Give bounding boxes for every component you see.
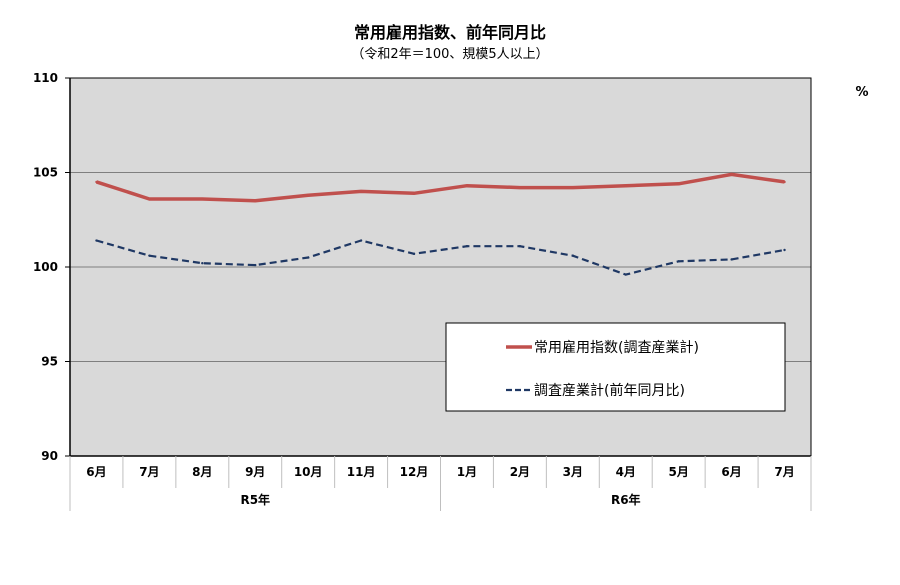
x-group-label: R6年	[611, 492, 641, 507]
data-point	[730, 258, 733, 261]
data-point	[571, 254, 575, 257]
data-point	[95, 239, 98, 242]
data-point	[624, 273, 627, 276]
data-point	[677, 260, 680, 263]
data-point	[465, 184, 469, 187]
x-tick-label: 11月	[347, 465, 376, 479]
x-tick-label: 7月	[774, 465, 794, 479]
x-tick-label: 3月	[563, 465, 583, 479]
y-tick-label: 100	[33, 260, 58, 274]
data-point	[201, 197, 204, 201]
x-tick-label: 7月	[139, 465, 159, 479]
x-tick-label: 1月	[457, 465, 477, 479]
data-point	[95, 180, 98, 184]
data-point	[783, 180, 786, 184]
x-tick-label: 6月	[721, 465, 741, 479]
data-point	[465, 245, 469, 248]
data-point	[412, 192, 416, 195]
legend-label: 調査産業計(前年同月比)	[534, 382, 685, 399]
data-point	[201, 262, 204, 265]
data-point	[148, 197, 151, 201]
data-point	[148, 254, 151, 257]
x-tick-label: 9月	[245, 465, 265, 479]
x-tick-label: 12月	[400, 465, 429, 479]
x-axis: 6月 7月 8月 9月 10月 11月 12月 1月 2月 3月 4月 5月 6月 7月 R5年 R6年	[69, 455, 812, 511]
series-line-1	[95, 172, 785, 203]
x-tick-label: 10月	[294, 465, 323, 479]
y-tick-label: 90	[41, 449, 58, 463]
data-point	[359, 190, 363, 193]
series-lines	[95, 172, 786, 276]
x-tick-label: 5月	[668, 465, 688, 479]
unit-label: %	[855, 85, 868, 100]
data-point	[359, 239, 363, 242]
data-point	[783, 248, 786, 252]
series-line-2	[96, 239, 785, 276]
x-group-label: R5年	[240, 492, 270, 507]
x-tick-label: 4月	[616, 465, 636, 479]
y-tick-label: 105	[33, 166, 58, 180]
y-tick-label: 110	[33, 71, 58, 85]
data-point	[730, 173, 733, 176]
y-tick-label: 95	[41, 355, 58, 369]
data-point	[254, 263, 257, 267]
data-point	[571, 186, 575, 189]
data-point	[412, 252, 416, 255]
data-point	[254, 199, 257, 203]
data-point	[624, 184, 627, 187]
data-point	[518, 186, 522, 189]
y-axis: 90 95 100 105 110	[33, 71, 71, 463]
x-tick-label: 8月	[192, 465, 212, 479]
legend-box	[445, 322, 786, 412]
data-point	[306, 256, 310, 259]
legend: 常用雇用指数(調査産業計) 調査産業計(前年同月比)	[445, 322, 786, 412]
x-tick-label: 2月	[510, 465, 530, 479]
x-tick-label: 6月	[86, 465, 106, 479]
data-point	[518, 245, 522, 248]
chart-title: 常用雇用指数、前年同月比	[354, 23, 546, 42]
data-point	[306, 193, 310, 197]
chart-subtitle: （令和2年＝100、規模5人以上）	[351, 47, 548, 62]
data-point	[677, 182, 680, 186]
legend-label: 常用雇用指数(調査産業計)	[534, 339, 699, 356]
